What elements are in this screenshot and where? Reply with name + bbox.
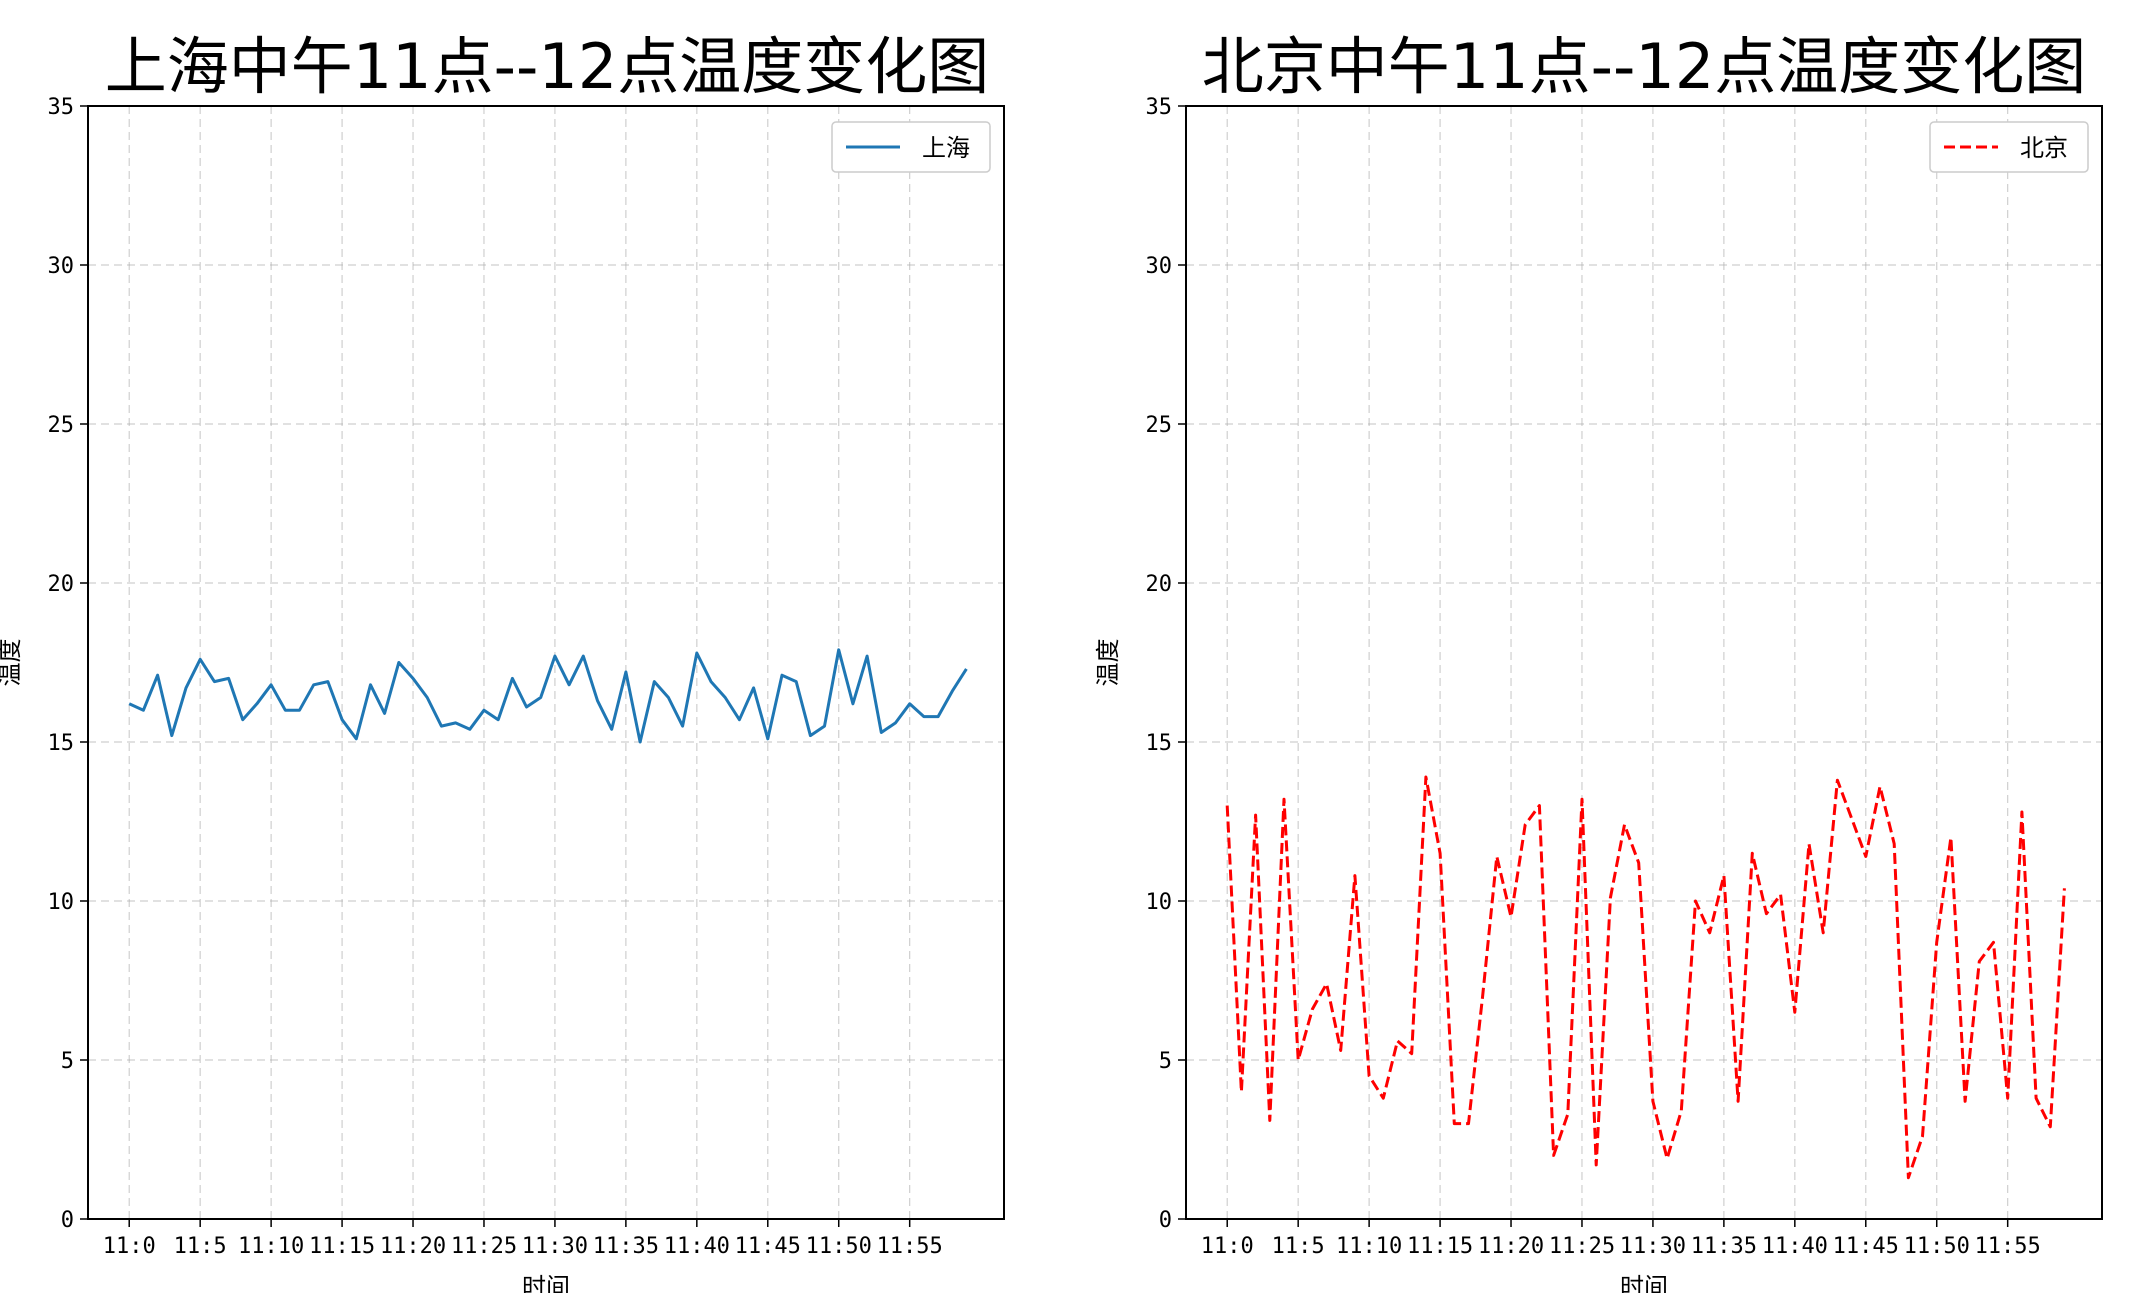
x-tick-label: 11:40 <box>1762 1234 1828 1259</box>
chart-title: 上海中午11点--12点温度变化图 <box>105 30 990 103</box>
chart-beijing: 北京中午11点--12点温度变化图 0 5 10 15 20 25 30 35 11:0 11:… <box>1094 30 2103 1293</box>
chart-title: 北京中午11点--12点温度变化图 <box>1202 30 2087 103</box>
x-tick-label: 11:30 <box>522 1234 588 1259</box>
y-tick-label: 10 <box>48 890 75 915</box>
series-line <box>128 648 968 744</box>
plot-frame <box>1185 105 2103 1220</box>
y-axis-label: 温度 <box>0 639 24 687</box>
y-tick-label: 20 <box>1146 572 1173 597</box>
x-tick-label: 11:55 <box>1975 1234 2041 1259</box>
legend-box <box>1929 121 2089 173</box>
x-tick-label: 11:35 <box>593 1234 659 1259</box>
x-tick-label: 11:50 <box>1904 1234 1970 1259</box>
x-tick-label: 11:0 <box>1201 1234 1254 1259</box>
y-tick-label: 10 <box>1146 890 1173 915</box>
legend-entry: 上海 <box>922 134 970 162</box>
x-tick-label: 11:45 <box>735 1234 801 1259</box>
y-tick-label: 15 <box>48 731 75 756</box>
x-axis-label: 时间 <box>522 1273 570 1293</box>
x-tick-label: 11:5 <box>1272 1234 1325 1259</box>
y-tick-label: 15 <box>1146 731 1173 756</box>
x-tick-label: 11:35 <box>1691 1234 1757 1259</box>
legend: 上海 <box>831 121 991 173</box>
x-tick-label: 11:20 <box>380 1234 446 1259</box>
y-ticks: 0 5 10 15 20 25 30 35 <box>1146 95 1186 1233</box>
x-tick-label: 11:10 <box>1336 1234 1402 1259</box>
y-tick-label: 30 <box>48 254 75 279</box>
legend-entry: 北京 <box>2020 134 2068 162</box>
x-tick-label: 11:55 <box>877 1234 943 1259</box>
x-tick-label: 11:25 <box>1549 1234 1615 1259</box>
x-tick-label: 11:15 <box>309 1234 375 1259</box>
y-tick-label: 25 <box>48 413 75 438</box>
y-tick-label: 30 <box>1146 254 1173 279</box>
x-ticks: 11:0 11:5 11:10 11:15 11:20 11:25 11:30 11:35 11… <box>103 1219 943 1259</box>
y-axis-label: 温度 <box>1094 639 1122 687</box>
y-tick-label: 5 <box>61 1049 74 1074</box>
y-tick-label: 20 <box>48 572 75 597</box>
x-ticks: 11:0 11:5 11:10 11:15 11:20 11:25 11:30 11:35 11… <box>1201 1219 2041 1259</box>
x-tick-label: 11:10 <box>238 1234 304 1259</box>
series-line <box>1225 775 2066 1180</box>
series-layer <box>128 648 968 744</box>
x-tick-label: 11:40 <box>664 1234 730 1259</box>
y-ticks: 0 5 10 15 20 25 30 35 <box>48 95 88 1233</box>
x-tick-label: 11:50 <box>806 1234 872 1259</box>
y-tick-label: 0 <box>1159 1208 1172 1233</box>
x-tick-label: 11:0 <box>103 1234 156 1259</box>
chart-shanghai: 上海中午11点--12点温度变化图 0 5 10 15 20 25 30 35 11:0 11:… <box>0 30 1005 1293</box>
y-tick-label: 35 <box>1146 95 1173 120</box>
x-tick-label: 11:5 <box>174 1234 227 1259</box>
x-tick-label: 11:20 <box>1478 1234 1544 1259</box>
y-tick-label: 0 <box>61 1208 74 1233</box>
series-layer <box>1225 775 2066 1180</box>
x-tick-label: 11:15 <box>1407 1234 1473 1259</box>
plot-frame <box>87 105 1005 1220</box>
x-tick-label: 11:25 <box>451 1234 517 1259</box>
legend-box <box>831 121 991 173</box>
y-tick-label: 35 <box>48 95 75 120</box>
y-tick-label: 25 <box>1146 413 1173 438</box>
legend: 北京 <box>1929 121 2089 173</box>
y-tick-label: 5 <box>1159 1049 1172 1074</box>
x-axis-label: 时间 <box>1620 1273 1668 1293</box>
x-tick-label: 11:45 <box>1833 1234 1899 1259</box>
x-tick-label: 11:30 <box>1620 1234 1686 1259</box>
